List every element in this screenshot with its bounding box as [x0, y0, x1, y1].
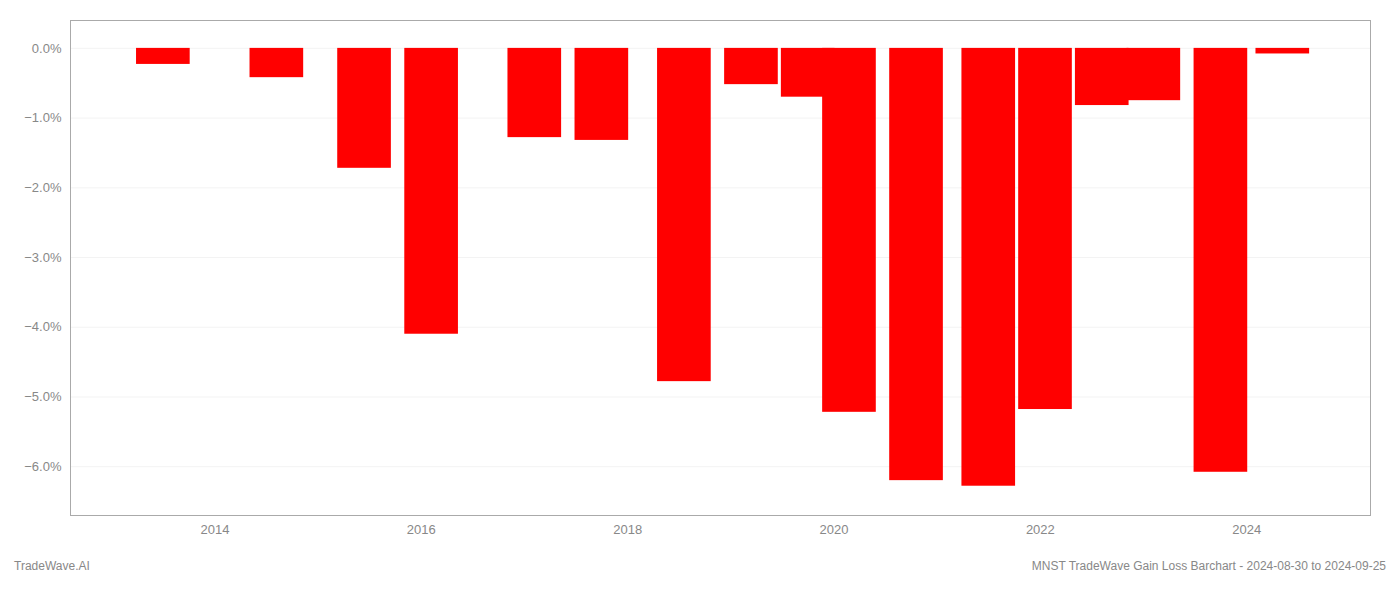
svg-text:2014: 2014 — [200, 522, 229, 537]
svg-text:−5.0%: −5.0% — [24, 389, 62, 404]
svg-text:0.0%: 0.0% — [32, 41, 62, 56]
svg-text:−6.0%: −6.0% — [24, 459, 62, 474]
html-text:MNST TradeWave Gain Loss Barch: MNST TradeWave Gain Loss Barchart - 2024… — [1031, 559, 1386, 573]
svg-text:2016: 2016 — [407, 522, 436, 537]
html-text:TradeWave.AI: TradeWave.AI — [14, 559, 90, 573]
svg-text:2022: 2022 — [1026, 522, 1055, 537]
svg-text:−3.0%: −3.0% — [24, 250, 62, 265]
svg-text:2018: 2018 — [613, 522, 642, 537]
svg-text:2024: 2024 — [1232, 522, 1261, 537]
svg-text:−2.0%: −2.0% — [24, 180, 62, 195]
svg-text:2020: 2020 — [820, 522, 849, 537]
svg-text:−1.0%: −1.0% — [24, 110, 62, 125]
svg-text:−4.0%: −4.0% — [24, 319, 62, 334]
